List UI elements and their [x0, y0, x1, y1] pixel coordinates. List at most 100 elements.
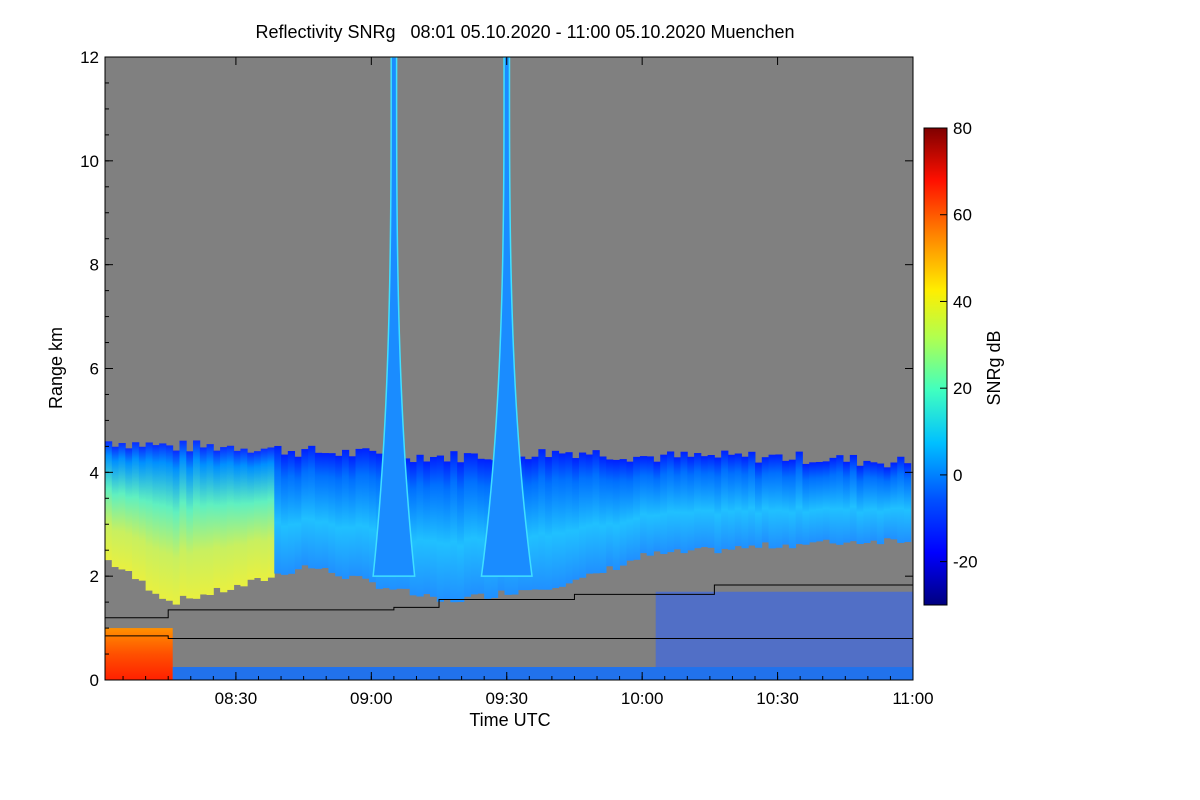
- cloud-column: [531, 456, 539, 590]
- cloud-column: [240, 448, 248, 587]
- cloud-column: [436, 455, 444, 602]
- y-tick-label: 8: [90, 256, 99, 275]
- cloud-column: [274, 445, 282, 574]
- cloud-column: [253, 451, 262, 579]
- cloud-column: [321, 453, 329, 568]
- cloud-column: [551, 450, 560, 589]
- cloud-column: [409, 462, 417, 596]
- x-tick-label: 10:00: [621, 689, 664, 708]
- cloud-column: [369, 450, 377, 583]
- y-tick-label: 12: [80, 48, 99, 67]
- cloud-column: [152, 445, 160, 594]
- cloud-column: [355, 448, 363, 577]
- y-tick-label: 2: [90, 567, 99, 586]
- cloud-column: [876, 463, 885, 545]
- cloud-column: [314, 452, 323, 569]
- cloud-column: [639, 456, 648, 554]
- cloud-column: [125, 448, 133, 571]
- cloud-column: [138, 446, 147, 581]
- colorbar-tick-label: -20: [953, 553, 978, 572]
- cloud-column: [897, 456, 905, 543]
- cloud-column: [606, 459, 614, 567]
- cloud-column: [599, 456, 607, 573]
- cloud-column: [815, 461, 824, 542]
- fallstreak-spike: [480, 57, 533, 577]
- colorbar-tick-label: 60: [953, 206, 972, 225]
- cloud-column: [809, 462, 817, 543]
- cloud-column: [450, 451, 458, 603]
- cloud-column: [795, 451, 803, 545]
- x-tick-label: 09:00: [350, 689, 393, 708]
- cloud-column: [172, 450, 180, 605]
- cloud-column: [680, 451, 688, 554]
- cloud-column: [592, 450, 600, 574]
- cloud-column: [890, 462, 898, 540]
- cloud-column: [165, 445, 174, 601]
- y-tick-label: 0: [90, 671, 99, 690]
- y-axis-label: Range km: [46, 327, 66, 409]
- cloud-column: [341, 449, 350, 579]
- colorbar-label: SNRg dB: [984, 330, 1004, 405]
- cloud-column: [572, 458, 580, 580]
- cloud-column: [755, 462, 763, 548]
- cloud-column: [802, 463, 810, 545]
- y-tick-label: 10: [80, 152, 99, 171]
- x-tick-label: 11:00: [892, 689, 933, 708]
- cloud-column: [714, 457, 722, 554]
- boundary-layer-echo: [655, 591, 913, 668]
- colorbar-tick-label: 0: [953, 466, 962, 485]
- cloud-column: [653, 461, 661, 552]
- x-axis-label: Time UTC: [469, 710, 550, 730]
- cloud-column: [430, 456, 438, 597]
- cloud-column: [281, 454, 289, 575]
- cloud-column: [903, 463, 912, 542]
- cloud-column: [193, 440, 201, 599]
- cloud-column: [328, 453, 336, 573]
- x-tick-label: 08:30: [215, 689, 258, 708]
- cloud-column: [267, 447, 275, 578]
- cloud-column: [673, 457, 681, 550]
- cloud-column: [118, 443, 126, 570]
- cloud-column: [105, 441, 113, 561]
- cloud-column: [524, 459, 533, 591]
- cloud-column: [308, 445, 316, 569]
- boundary-line-lower: [105, 635, 913, 639]
- colorbar-tick-label: 80: [953, 119, 972, 138]
- chart-title: Reflectivity SNRg 08:01 05.10.2020 - 11:…: [255, 22, 795, 42]
- cloud-column: [443, 461, 451, 600]
- cloud-column: [788, 459, 797, 549]
- cloud-column: [856, 465, 864, 545]
- boundary-line-upper: [105, 584, 913, 619]
- cloud-column: [260, 448, 268, 581]
- x-tick-label: 09:30: [485, 689, 528, 708]
- colorbar: [923, 127, 948, 606]
- cloud-column: [822, 461, 830, 540]
- cloud-column: [633, 456, 641, 560]
- cloud-column: [585, 454, 593, 574]
- cloud-column: [199, 447, 208, 595]
- cloud-column: [206, 444, 214, 596]
- cloud-column: [470, 453, 478, 595]
- cloud-column: [619, 459, 627, 566]
- cloud-column: [179, 440, 187, 596]
- cloud-column: [301, 449, 309, 566]
- cloud-column: [741, 456, 749, 549]
- cloud-column: [565, 452, 573, 584]
- cloud-column: [220, 447, 228, 593]
- cloud-column: [870, 462, 878, 541]
- cloud-column: [666, 451, 675, 553]
- cloud-column: [457, 462, 465, 603]
- cloud-column: [423, 461, 431, 595]
- fallstreak-spike: [372, 57, 416, 577]
- cloud-column: [362, 448, 370, 579]
- cloud-column: [734, 453, 742, 547]
- cloud-column: [883, 467, 891, 539]
- cloud-column: [748, 451, 756, 546]
- cloud-column: [721, 450, 729, 549]
- cloud-column: [111, 446, 119, 568]
- cloud-column: [727, 454, 736, 550]
- cloud-column: [538, 449, 546, 590]
- cloud-column: [186, 451, 194, 599]
- cloud-column: [775, 454, 783, 548]
